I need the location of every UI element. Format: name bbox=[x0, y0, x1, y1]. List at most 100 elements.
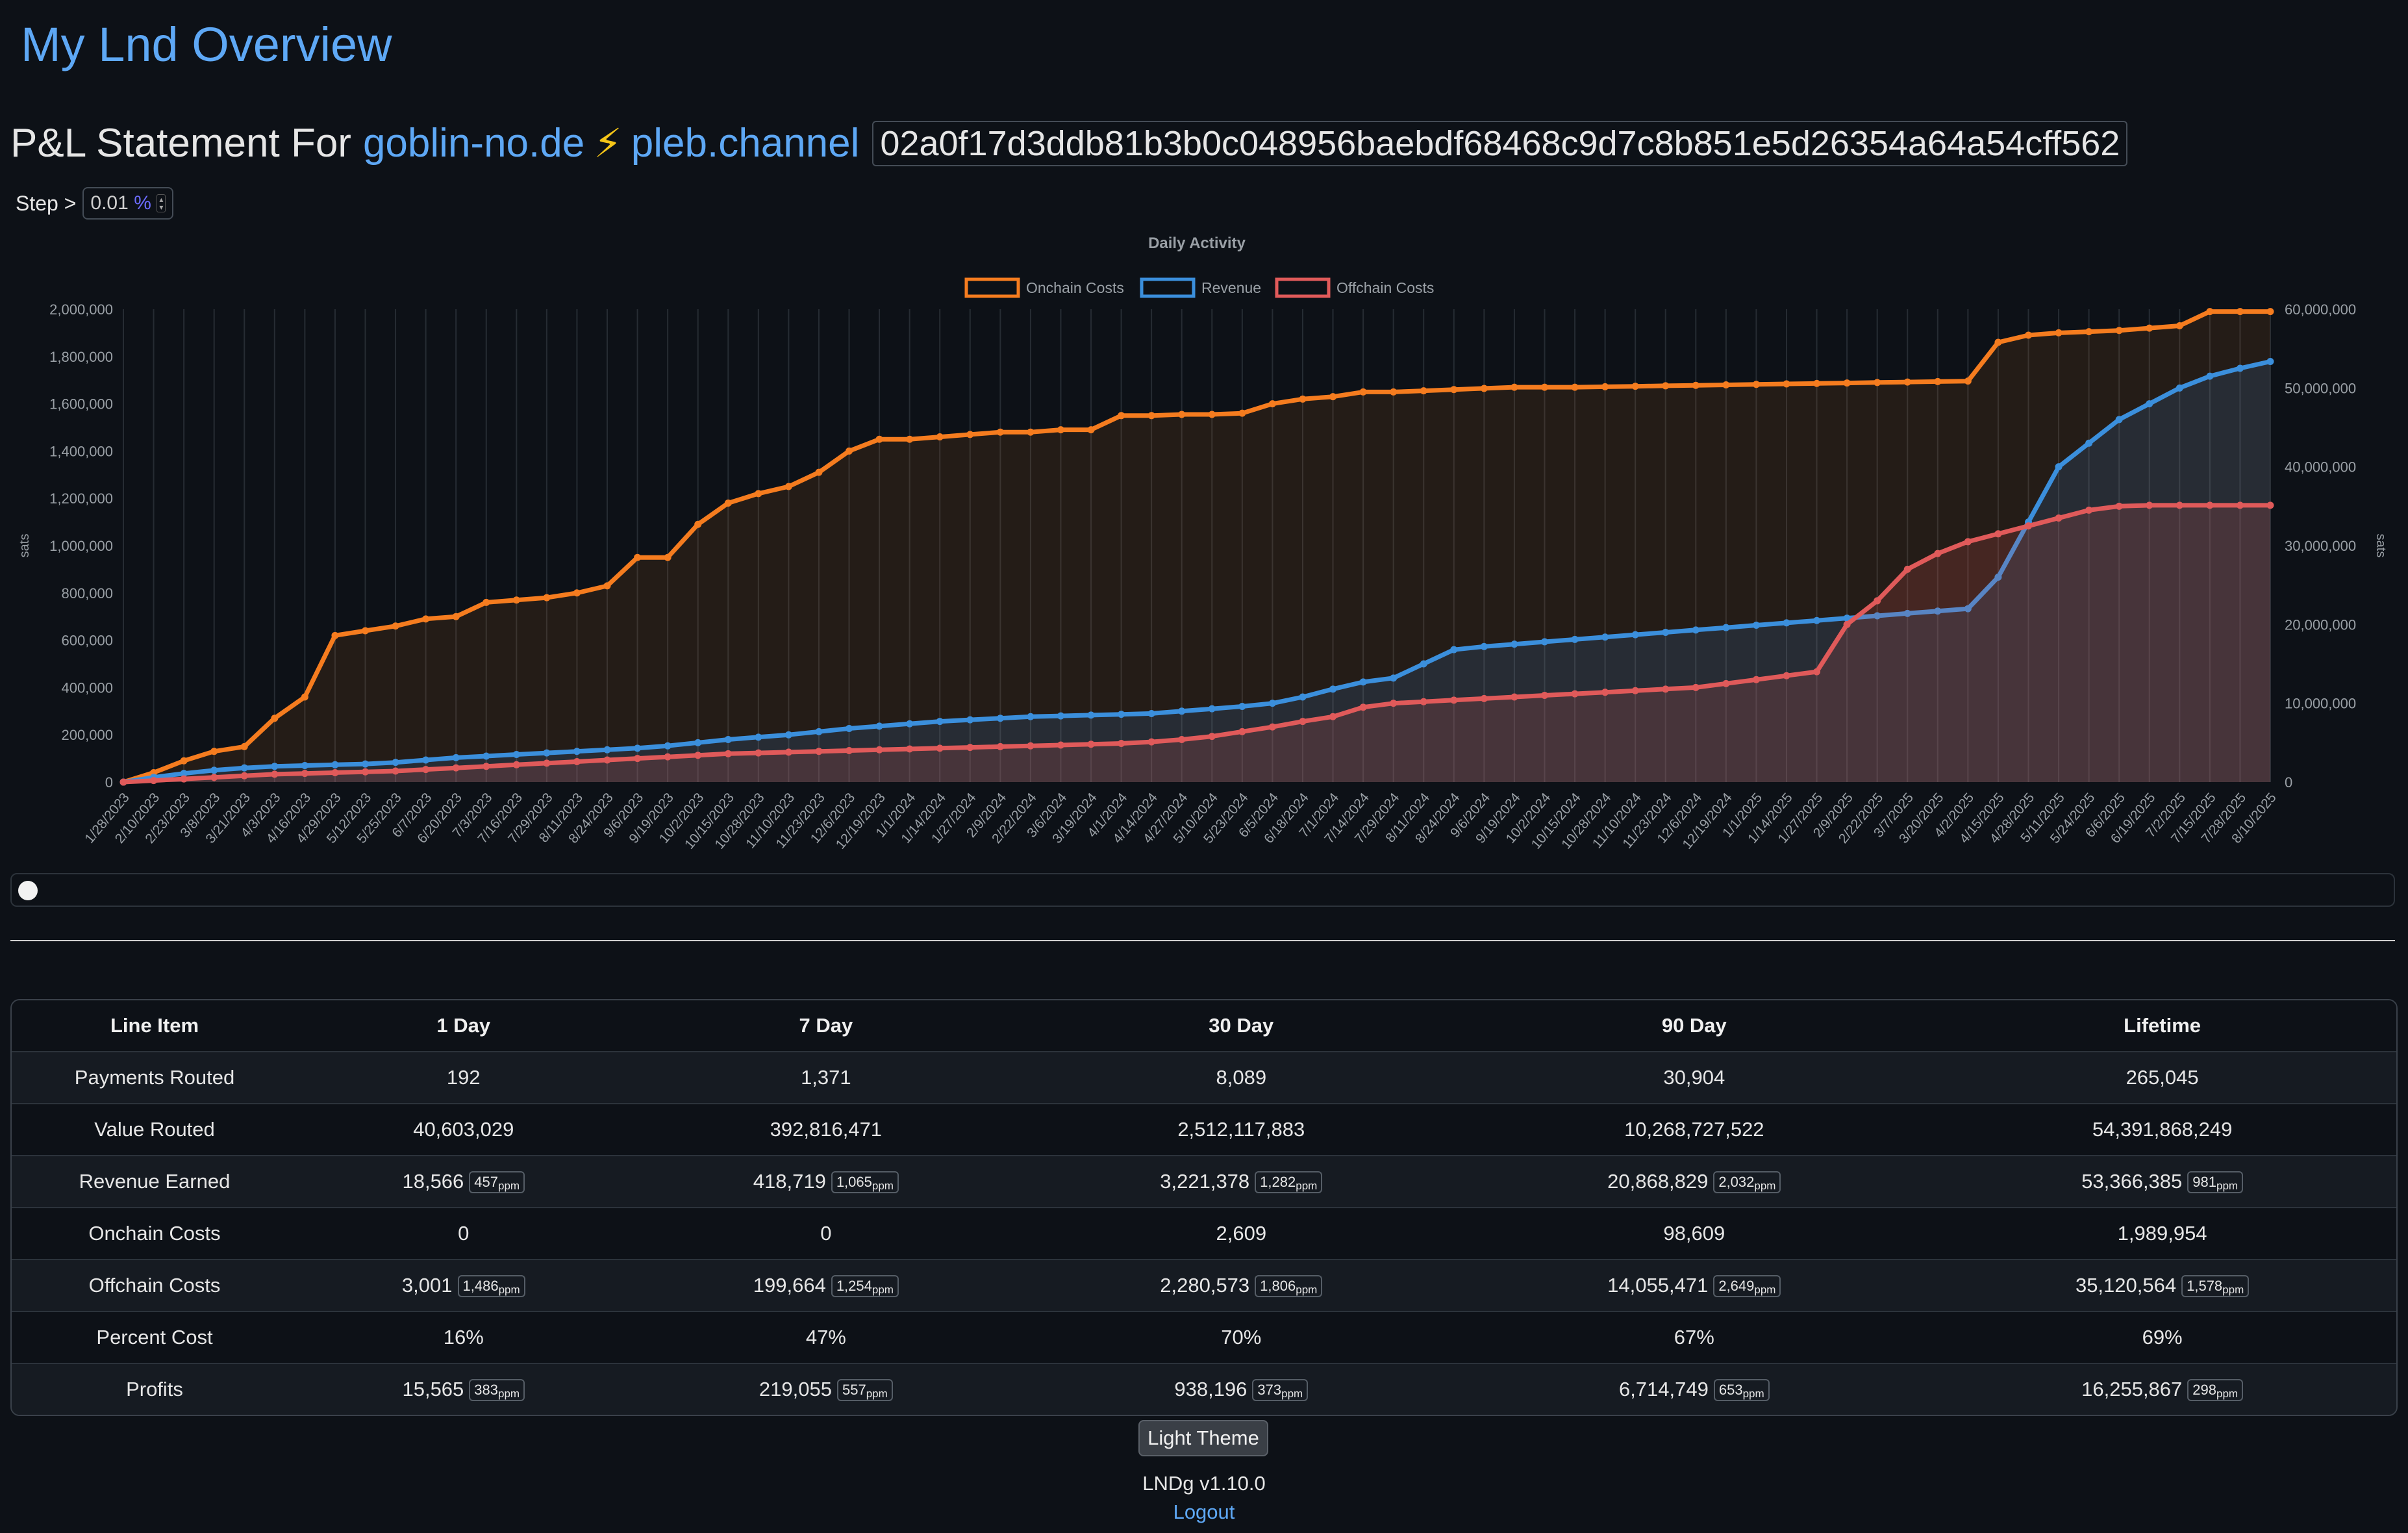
left-axis-label: sats bbox=[18, 534, 32, 558]
data-point bbox=[1178, 411, 1186, 418]
cell-value: 2,609 bbox=[1216, 1222, 1267, 1245]
step-input[interactable]: 0.01 % ▴ ▾ bbox=[82, 187, 174, 220]
pubkey-field[interactable]: 02a0f17d3ddb81b3b0c048956baebdf68468c9d7… bbox=[872, 120, 2128, 166]
data-point bbox=[2085, 506, 2093, 514]
data-point bbox=[1783, 619, 1790, 627]
column-header: 1 Day bbox=[297, 1000, 630, 1052]
data-point bbox=[1299, 718, 1307, 726]
data-point bbox=[543, 749, 551, 757]
table-cell: 40,603,029 bbox=[297, 1103, 630, 1156]
ppm-value: 373 bbox=[1257, 1382, 1282, 1399]
table-cell: 18,566 457ppm bbox=[297, 1155, 630, 1208]
table-cell: 6,714,749 653ppm bbox=[1460, 1363, 1929, 1415]
data-point bbox=[1238, 703, 1246, 711]
ppm-value: 557 bbox=[842, 1382, 866, 1399]
data-point bbox=[1420, 387, 1427, 395]
line-item-label: Value Routed bbox=[12, 1103, 297, 1156]
data-point bbox=[694, 752, 702, 759]
data-point bbox=[966, 716, 974, 724]
ppm-value: 1,065 bbox=[836, 1174, 872, 1191]
data-point bbox=[815, 728, 823, 735]
table-cell: 20,868,829 2,032ppm bbox=[1460, 1155, 1929, 1208]
cell-value: 2,280,573 bbox=[1160, 1273, 1250, 1297]
line-item-label: Onchain Costs bbox=[12, 1207, 297, 1260]
data-point bbox=[2055, 329, 2063, 336]
table-cell: 10,268,727,522 bbox=[1460, 1103, 1929, 1156]
range-slider[interactable] bbox=[10, 873, 2395, 907]
ppm-badge: 1,282ppm bbox=[1255, 1171, 1323, 1194]
data-point bbox=[512, 751, 520, 759]
data-point bbox=[1540, 638, 1548, 646]
pl-header: P&L Statement For goblin-no.de ⚡ pleb.ch… bbox=[10, 120, 2128, 167]
left-tick-label: 2,000,000 bbox=[49, 301, 113, 318]
data-point bbox=[392, 759, 399, 766]
cell-value: 70% bbox=[1221, 1326, 1262, 1349]
table-cell: 69% bbox=[1928, 1311, 2396, 1363]
data-point bbox=[1964, 538, 1972, 546]
data-point bbox=[1783, 672, 1790, 679]
legend-label: Onchain Costs bbox=[1026, 279, 1124, 296]
data-point bbox=[1118, 412, 1125, 420]
ppm-unit: ppm bbox=[498, 1284, 520, 1297]
cell-value: 192 bbox=[446, 1066, 481, 1089]
data-point bbox=[1571, 383, 1579, 391]
ppm-unit: ppm bbox=[1281, 1387, 1303, 1400]
data-point bbox=[1420, 660, 1427, 668]
lightning-icon: ⚡ bbox=[594, 121, 622, 166]
data-point bbox=[1511, 693, 1518, 701]
data-point bbox=[966, 744, 974, 752]
table-row: Revenue Earned 18,566 457ppm 418,719 1,065pp… bbox=[12, 1155, 2396, 1208]
data-point bbox=[512, 596, 520, 604]
ppm-unit: ppm bbox=[872, 1180, 894, 1193]
peer-alias-link[interactable]: pleb.channel bbox=[631, 121, 860, 166]
data-point bbox=[724, 750, 732, 757]
data-point bbox=[2266, 357, 2274, 365]
data-point bbox=[2206, 372, 2214, 380]
left-tick-label: 1,800,000 bbox=[49, 349, 113, 365]
ppm-unit: ppm bbox=[2216, 1387, 2239, 1400]
data-point bbox=[1027, 742, 1035, 750]
data-point bbox=[1087, 741, 1095, 748]
table-cell: 8,089 bbox=[1022, 1051, 1461, 1104]
data-point bbox=[1238, 409, 1246, 417]
slider-handle[interactable] bbox=[18, 881, 38, 900]
step-control: Step > 0.01 % ▴ ▾ bbox=[16, 187, 174, 220]
data-point bbox=[603, 582, 611, 590]
data-point bbox=[119, 778, 127, 786]
table-cell: 2,280,573 1,806ppm bbox=[1022, 1259, 1461, 1311]
ppm-value: 653 bbox=[1718, 1382, 1743, 1399]
data-point bbox=[2146, 324, 2153, 332]
data-point bbox=[2176, 322, 2183, 329]
data-point bbox=[1662, 628, 1670, 636]
table-cell: 418,719 1,065ppm bbox=[629, 1155, 1023, 1208]
data-point bbox=[875, 435, 883, 443]
data-point bbox=[1329, 685, 1337, 693]
left-tick-label: 200,000 bbox=[61, 727, 113, 743]
cell-value: 18,566 bbox=[402, 1169, 464, 1193]
left-tick-label: 0 bbox=[105, 774, 113, 791]
data-point bbox=[1843, 620, 1851, 628]
cell-value: 0 bbox=[820, 1222, 832, 1245]
node-alias-link[interactable]: goblin-no.de bbox=[362, 121, 585, 166]
data-point bbox=[483, 763, 490, 770]
logout-link[interactable]: Logout bbox=[1173, 1501, 1235, 1523]
data-point bbox=[906, 435, 914, 443]
data-point bbox=[936, 718, 944, 726]
spinner-icon[interactable]: ▴ ▾ bbox=[157, 194, 166, 212]
data-point bbox=[543, 594, 551, 602]
app-title[interactable]: My Lnd Overview bbox=[21, 18, 392, 71]
data-point bbox=[210, 748, 218, 755]
data-point bbox=[664, 742, 671, 750]
ppm-badge: 373ppm bbox=[1252, 1379, 1309, 1402]
table-cell: 219,055 557ppm bbox=[629, 1363, 1023, 1415]
cell-value: 8,089 bbox=[1216, 1066, 1267, 1089]
data-point bbox=[573, 757, 581, 765]
light-theme-button[interactable]: Light Theme bbox=[1138, 1420, 1268, 1456]
table-cell: 192 bbox=[297, 1051, 630, 1104]
data-point bbox=[2266, 308, 2274, 316]
data-point bbox=[2176, 384, 2183, 392]
data-point bbox=[1662, 685, 1670, 693]
data-point bbox=[1178, 735, 1186, 743]
ppm-badge: 1,065ppm bbox=[831, 1171, 899, 1194]
ppm-value: 457 bbox=[474, 1174, 499, 1191]
